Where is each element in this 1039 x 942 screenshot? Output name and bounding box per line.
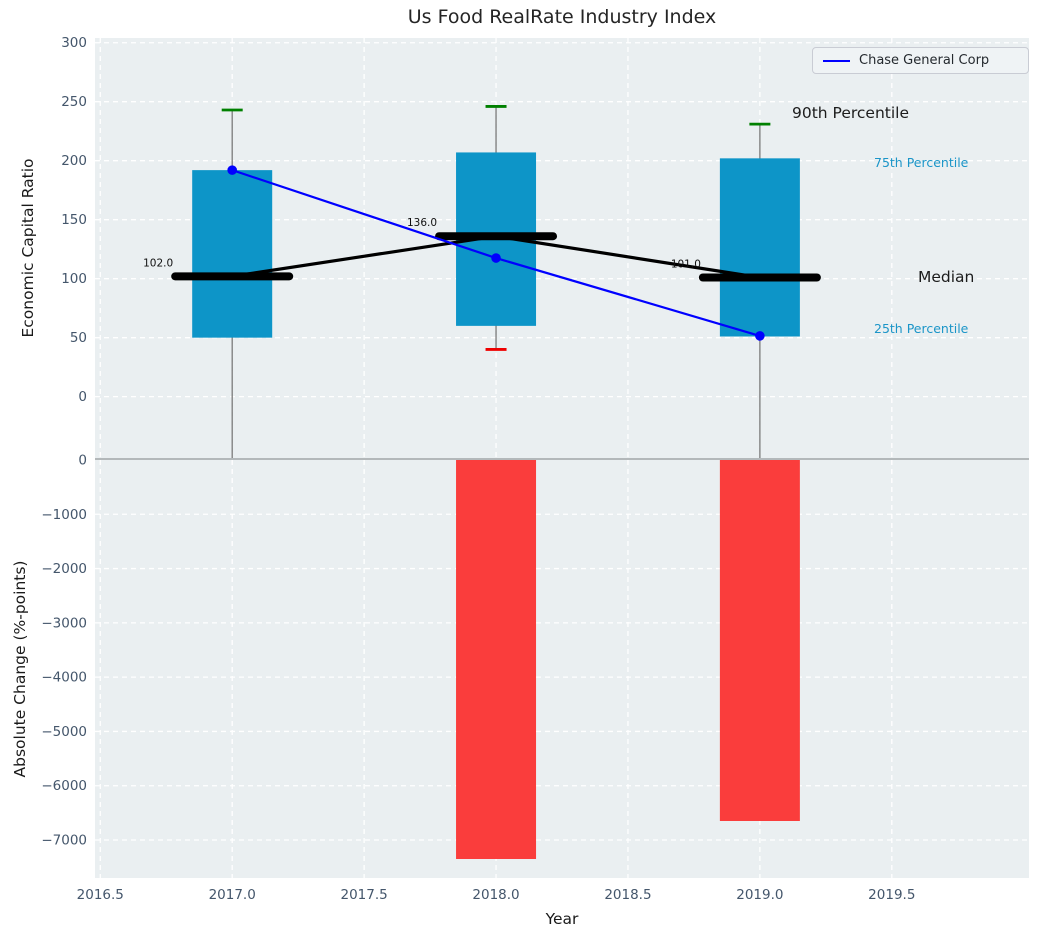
box-2017 <box>192 170 273 338</box>
series-marker <box>491 253 501 263</box>
label-90th-percentile: 90th Percentile <box>792 104 910 122</box>
top-ytick-label: 50 <box>70 330 87 346</box>
top-ytick-label: 300 <box>61 35 87 51</box>
bar-2019 <box>719 460 800 821</box>
xtick-label: 2019.0 <box>736 887 783 903</box>
x-axis-label: Year <box>545 910 579 928</box>
legend-line-swatch <box>823 59 850 62</box>
xtick-label: 2017.0 <box>209 887 256 903</box>
top-y-axis-label: Economic Capital Ratio <box>19 158 37 338</box>
bottom-ytick-label: −7000 <box>41 833 87 849</box>
bottom-ytick-label: −2000 <box>41 561 87 577</box>
legend-label: Chase General Corp <box>859 53 990 68</box>
xtick-label: 2016.5 <box>77 887 124 903</box>
xtick-label: 2017.5 <box>340 887 387 903</box>
bottom-ytick-label: −1000 <box>41 507 87 523</box>
label-25th-percentile: 25th Percentile <box>874 321 969 336</box>
top-ytick-label: 250 <box>61 94 87 110</box>
bottom-y-axis-label: Absolute Change (%-points) <box>11 560 29 778</box>
top-ytick-label: 100 <box>61 271 87 287</box>
top-ytick-label: 150 <box>61 212 87 228</box>
xtick-label: 2019.5 <box>868 887 915 903</box>
series-marker <box>755 331 765 341</box>
xtick-label: 2018.0 <box>472 887 519 903</box>
legend: Chase General Corp <box>812 47 1029 74</box>
median-annotation-2017: 102.0 <box>143 257 173 269</box>
bottom-ytick-label: −6000 <box>41 778 87 794</box>
xtick-label: 2018.5 <box>604 887 651 903</box>
bottom-ytick-label: −3000 <box>41 615 87 631</box>
bar-2018 <box>456 460 537 859</box>
median-annotation-2018: 136.0 <box>407 217 437 229</box>
top-ytick-label: 0 <box>78 389 87 405</box>
bottom-ytick-label: −5000 <box>41 724 87 740</box>
median-annotation-2019: 101.0 <box>671 258 701 270</box>
box-2019 <box>719 158 800 337</box>
chart-title: Us Food RealRate Industry Index <box>407 6 717 28</box>
bottom-plot-background <box>95 460 1029 878</box>
series-marker <box>227 165 237 175</box>
top-ytick-label: 200 <box>61 153 87 169</box>
label-75th-percentile: 75th Percentile <box>874 155 969 170</box>
bottom-ytick-label: 0 <box>78 453 87 469</box>
bottom-ytick-label: −4000 <box>41 670 87 686</box>
label-median: Median <box>918 268 975 286</box>
